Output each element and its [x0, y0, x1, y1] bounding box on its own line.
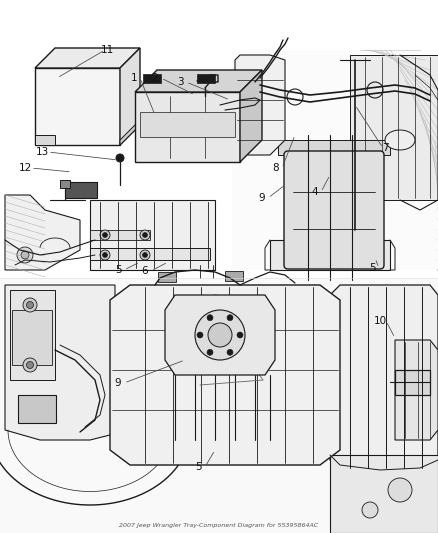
Polygon shape — [232, 50, 438, 270]
Bar — [140, 112, 235, 137]
Bar — [180, 440, 260, 458]
Circle shape — [27, 361, 33, 368]
Polygon shape — [270, 240, 390, 270]
Text: 10: 10 — [374, 316, 387, 326]
Circle shape — [227, 349, 233, 356]
Bar — [158, 272, 176, 282]
Bar — [12, 310, 52, 365]
Polygon shape — [235, 55, 285, 155]
Circle shape — [27, 302, 33, 309]
Bar — [225, 271, 243, 281]
Circle shape — [140, 250, 150, 260]
Bar — [90, 230, 150, 240]
Text: 8: 8 — [273, 163, 279, 173]
Polygon shape — [120, 120, 140, 145]
Circle shape — [160, 425, 170, 434]
Bar — [0, 278, 438, 533]
Polygon shape — [35, 135, 55, 145]
Text: 6: 6 — [141, 266, 148, 276]
Circle shape — [116, 154, 124, 162]
Circle shape — [276, 309, 294, 327]
Circle shape — [280, 313, 290, 322]
Bar — [60, 180, 70, 188]
Text: 9: 9 — [115, 378, 121, 388]
Text: 2: 2 — [152, 73, 158, 83]
Circle shape — [388, 478, 412, 502]
Polygon shape — [350, 55, 438, 200]
Text: 1: 1 — [131, 73, 137, 83]
Circle shape — [21, 251, 29, 259]
Text: 13: 13 — [35, 147, 49, 157]
Circle shape — [197, 332, 203, 338]
Polygon shape — [395, 340, 438, 440]
Bar — [18, 395, 56, 423]
Circle shape — [156, 421, 174, 439]
Polygon shape — [5, 285, 130, 440]
Text: 7: 7 — [381, 143, 389, 153]
Polygon shape — [110, 285, 340, 465]
Bar — [143, 74, 161, 83]
Circle shape — [362, 502, 378, 518]
Circle shape — [220, 313, 230, 322]
Circle shape — [100, 250, 110, 260]
Polygon shape — [120, 48, 140, 145]
Circle shape — [23, 358, 37, 372]
Circle shape — [160, 313, 170, 322]
Circle shape — [220, 425, 230, 434]
Polygon shape — [35, 68, 120, 145]
Circle shape — [195, 310, 245, 360]
Circle shape — [102, 253, 107, 257]
Polygon shape — [10, 290, 55, 380]
Text: 9: 9 — [259, 193, 265, 203]
Circle shape — [227, 314, 233, 321]
Circle shape — [207, 349, 213, 356]
Bar — [395, 370, 430, 395]
Polygon shape — [90, 200, 215, 270]
Ellipse shape — [385, 130, 415, 150]
Circle shape — [208, 323, 232, 347]
FancyBboxPatch shape — [284, 151, 384, 269]
Circle shape — [23, 298, 37, 312]
Text: 5: 5 — [370, 263, 376, 273]
Text: 5: 5 — [115, 265, 121, 275]
Polygon shape — [165, 295, 275, 375]
Polygon shape — [330, 455, 438, 533]
Text: 3: 3 — [177, 77, 184, 87]
Text: 5: 5 — [196, 462, 202, 472]
Circle shape — [276, 421, 294, 439]
Text: 4: 4 — [312, 187, 318, 197]
Circle shape — [216, 421, 234, 439]
Polygon shape — [35, 48, 140, 68]
Bar — [65, 182, 97, 198]
Circle shape — [216, 309, 234, 327]
Circle shape — [100, 230, 110, 240]
Text: 11: 11 — [100, 45, 113, 55]
Circle shape — [142, 253, 148, 257]
Text: 12: 12 — [18, 163, 32, 173]
Polygon shape — [5, 195, 80, 270]
Circle shape — [102, 232, 107, 238]
Circle shape — [351, 226, 359, 234]
Circle shape — [280, 425, 290, 434]
Circle shape — [156, 309, 174, 327]
Circle shape — [140, 230, 150, 240]
Bar — [90, 248, 210, 260]
Polygon shape — [135, 70, 262, 92]
Bar — [197, 74, 215, 83]
Circle shape — [237, 332, 243, 338]
Circle shape — [207, 314, 213, 321]
Circle shape — [142, 232, 148, 238]
Polygon shape — [330, 285, 438, 470]
Bar — [278, 140, 390, 155]
Polygon shape — [240, 70, 262, 162]
Circle shape — [17, 247, 33, 263]
Text: 2007 Jeep Wrangler Tray-Component Diagram for 55395864AC: 2007 Jeep Wrangler Tray-Component Diagra… — [120, 523, 318, 529]
Polygon shape — [135, 92, 240, 162]
